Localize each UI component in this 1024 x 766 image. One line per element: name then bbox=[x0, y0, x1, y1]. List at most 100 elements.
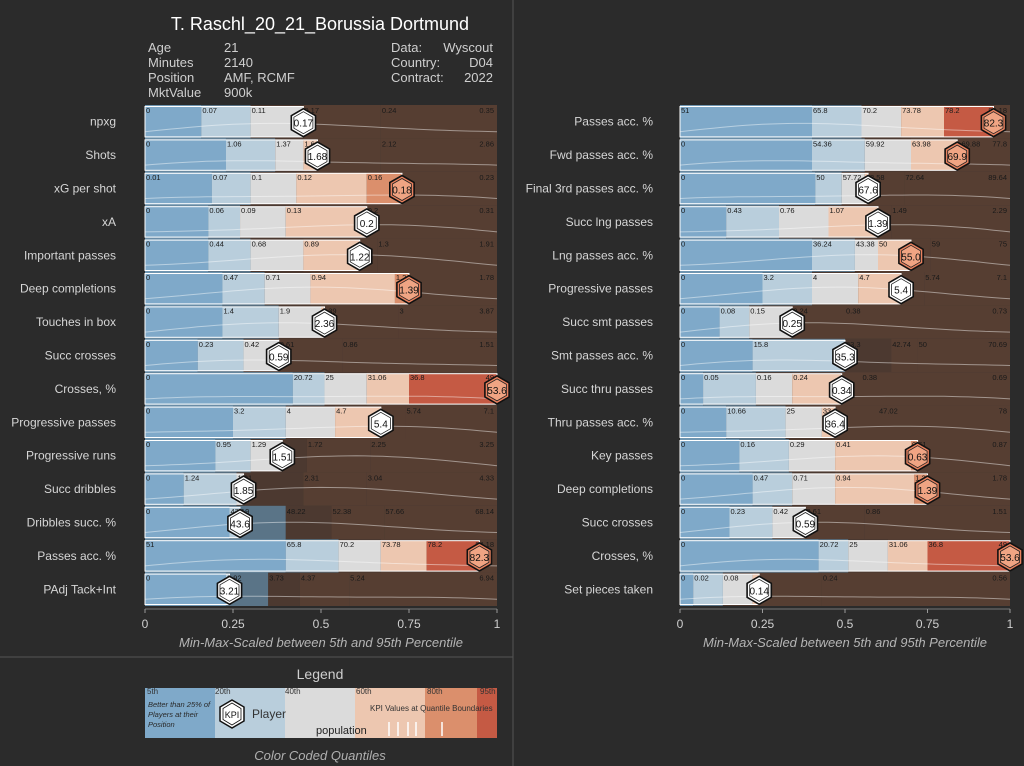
quantile-segment bbox=[366, 373, 409, 405]
metric-label: Dribbles succ. % bbox=[27, 516, 117, 530]
quantile-segment bbox=[779, 206, 829, 238]
quantile-label: 2.12 bbox=[382, 139, 397, 148]
quantile-label: 57.72 bbox=[843, 173, 862, 182]
quantile-segment bbox=[145, 473, 184, 505]
kpi-hexagon-inner bbox=[901, 244, 921, 268]
quantile-segment bbox=[145, 306, 223, 338]
kpi-hexagon-inner bbox=[356, 211, 377, 235]
quantile-label: 0.89 bbox=[304, 240, 319, 249]
x-tick-label: 0.25 bbox=[751, 617, 775, 631]
quantile-segment bbox=[680, 507, 730, 538]
quantile-segment bbox=[755, 373, 793, 405]
quantile-segment bbox=[726, 206, 779, 238]
quantile-label: 2.86 bbox=[479, 139, 494, 148]
legend: Legend 5th 20th 40th 60th 80th 95th Bett… bbox=[145, 666, 497, 763]
quantile-label: 0 bbox=[146, 340, 150, 349]
quantile-background-band bbox=[398, 305, 497, 339]
quantile-label: 0.08 bbox=[721, 306, 736, 315]
quantile-segment bbox=[901, 106, 944, 137]
quantile-label: 2.29 bbox=[992, 206, 1007, 215]
kpi-hexagon-inner bbox=[782, 311, 803, 335]
quantile-label: 0.71 bbox=[266, 273, 281, 282]
quantile-segment bbox=[250, 173, 297, 204]
legend-q4 bbox=[355, 688, 425, 738]
quantile-segment bbox=[201, 106, 251, 137]
quantile-label: 7.1 bbox=[997, 273, 1007, 282]
quantile-label: 50 bbox=[816, 173, 824, 182]
population-curve bbox=[144, 395, 498, 400]
kpi-value: 0.18 bbox=[392, 186, 412, 197]
population-curve bbox=[679, 455, 1011, 467]
quantile-segment bbox=[680, 306, 720, 338]
kpi-value: 53.6 bbox=[1000, 553, 1020, 564]
quantile-background-band bbox=[891, 205, 1010, 239]
info-value-data: Wyscout bbox=[443, 40, 493, 55]
quantile-label: 0.05 bbox=[704, 373, 719, 382]
quantile-label: 4.7 bbox=[859, 273, 869, 282]
quantile-label: 0.08 bbox=[724, 574, 739, 583]
quantile-label: 0 bbox=[681, 240, 685, 249]
quantile-segment bbox=[739, 440, 789, 471]
quantile-segment bbox=[145, 139, 226, 171]
quantile-label: 3.2 bbox=[764, 273, 774, 282]
quantile-label: 50 bbox=[919, 340, 927, 349]
quantile-label: 43.38 bbox=[856, 240, 875, 249]
kpi-value: 82.3 bbox=[470, 553, 490, 564]
population-curve bbox=[144, 521, 498, 533]
quantile-label: 0.44 bbox=[209, 240, 224, 249]
quantile-label: 0 bbox=[681, 273, 685, 282]
x-tick-label: 0 bbox=[677, 617, 684, 631]
quantile-label: 1.49 bbox=[892, 206, 907, 215]
quantile-label: 0.07 bbox=[213, 173, 228, 182]
quantile-label: 0 bbox=[146, 440, 150, 449]
quantile-segment bbox=[729, 507, 773, 538]
kpi-hexagon-inner bbox=[272, 445, 293, 469]
quantile-segment bbox=[292, 373, 325, 405]
kpi-hexagon-inner bbox=[795, 512, 816, 535]
x-tick-label: 0 bbox=[142, 617, 149, 631]
metric-label: Succ lng passes bbox=[566, 215, 653, 229]
quantile-label: 0.24 bbox=[793, 373, 808, 382]
quantile-label: 0.11 bbox=[252, 106, 266, 115]
quantile-segment bbox=[183, 473, 237, 505]
kpi-value: 0.59 bbox=[269, 353, 289, 364]
quantile-label: 3.87 bbox=[479, 306, 494, 315]
quantile-label: 78.2 bbox=[945, 106, 960, 115]
legend-population-label: population bbox=[316, 725, 367, 737]
legend-player-label: Player bbox=[252, 707, 286, 721]
quantile-label: 7.1 bbox=[484, 407, 494, 416]
quantile-label: 0.24 bbox=[823, 574, 838, 583]
quantile-label: 0 bbox=[146, 273, 150, 282]
kpi-value: 69.9 bbox=[947, 152, 967, 163]
population-curve bbox=[144, 595, 498, 600]
quantile-label: 0.42 bbox=[773, 507, 788, 516]
page-title: T. Raschl_20_21_Borussia Dortmund bbox=[171, 14, 469, 35]
quantile-label: 3 bbox=[399, 306, 403, 315]
kpi-hexagon-inner bbox=[230, 512, 251, 535]
legend-q1 bbox=[145, 688, 215, 738]
quantile-label: 0.87 bbox=[992, 440, 1007, 449]
info-label-data: Data: bbox=[391, 40, 422, 55]
quantile-segment bbox=[788, 440, 836, 471]
quantile-background-band bbox=[303, 472, 367, 506]
kpi-hexagon-inner bbox=[891, 278, 911, 302]
info-right: Data: Wyscout Country: D04 Contract: 202… bbox=[391, 40, 493, 85]
quantile-background-band bbox=[924, 272, 1010, 306]
quantile-segment bbox=[861, 106, 902, 137]
quantile-label: 0.2 bbox=[368, 206, 378, 215]
quantile-segment bbox=[680, 373, 704, 405]
quantile-label: 5.74 bbox=[406, 407, 421, 416]
population-curve bbox=[679, 122, 1011, 133]
metric-label: Succ crosses bbox=[45, 349, 116, 363]
population-curve bbox=[679, 595, 1011, 600]
population-curve bbox=[144, 254, 498, 266]
quantile-label: 0.12 bbox=[297, 173, 312, 182]
metric-label: Succ thru passes bbox=[561, 382, 653, 396]
quantile-label: 2.25 bbox=[371, 440, 386, 449]
quantile-label: 0 bbox=[681, 473, 685, 482]
kpi-hexagon-inner bbox=[370, 411, 391, 435]
kpi-hexagon-inner bbox=[835, 345, 855, 368]
quantile-label: 49 bbox=[486, 373, 494, 382]
quantile-label: 0.56 bbox=[992, 574, 1007, 583]
quantile-segment bbox=[197, 340, 244, 371]
